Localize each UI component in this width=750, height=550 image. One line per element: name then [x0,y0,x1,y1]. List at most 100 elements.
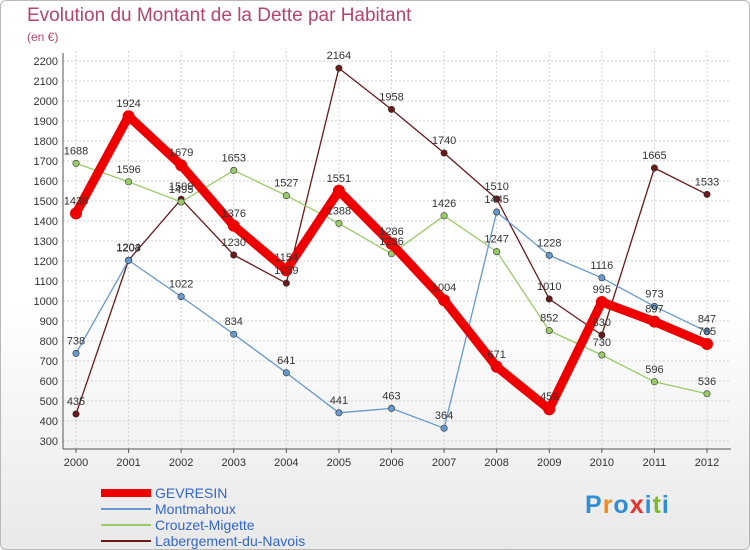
data-label-labergement-du-navois: 435 [67,396,85,408]
data-label-crouzet-migette: 1688 [64,145,88,157]
data-point-gevresin [543,403,556,416]
y-tick-label: 2200 [34,56,58,68]
y-tick-label: 1500 [34,196,58,208]
data-label-crouzet-migette: 536 [698,376,716,388]
legend-swatch-gevresin [101,489,151,497]
legend-label: Crouzet-Migette [155,517,255,533]
y-tick-label: 1100 [34,276,58,288]
data-label-gevresin: 995 [593,284,611,296]
legend-label: GEVRESIN [155,485,228,501]
x-tick-label: 2000 [64,457,88,469]
data-point-gevresin [122,110,135,123]
data-point-crouzet-migette [598,351,606,359]
logo-letter: i [661,491,670,519]
data-label-crouzet-migette: 1527 [274,178,298,190]
data-point-labergement-du-navois [387,105,395,113]
data-label-montmahoux: 973 [645,288,663,300]
data-point-crouzet-migette [545,327,553,335]
data-point-gevresin [648,315,661,328]
grid-lines [63,51,731,449]
y-tick-label: 1400 [34,216,58,228]
data-label-labergement-du-navois: 1533 [695,176,719,188]
legend-label: Montmahoux [155,501,236,517]
y-tick-label: 800 [40,336,58,348]
x-tick-label: 2003 [222,457,246,469]
data-labels: 435 1204 1509 1230 1089 2164 1958 1740 151010108… [64,50,719,422]
data-label-labergement-du-navois: 1510 [484,181,508,193]
logo-letter: t [652,491,662,519]
data-point-labergement-du-navois [493,195,501,203]
data-point-crouzet-migette [177,198,185,206]
data-point-gevresin [175,159,188,172]
data-label-gevresin: 1286 [379,226,403,238]
data-label-gevresin: 785 [698,326,716,338]
x-tick-label: 2002 [169,457,193,469]
data-point-crouzet-migette [650,378,658,386]
data-label-crouzet-migette: 1495 [169,184,193,196]
data-point-crouzet-migette [282,192,290,200]
data-point-montmahoux [493,208,501,216]
data-point-montmahoux [230,330,238,338]
data-label-crouzet-migette: 852 [540,313,558,325]
data-point-gevresin [490,360,503,373]
legend-label: Labergement-du-Navois [155,533,306,549]
data-label-montmahoux: 1228 [537,237,561,249]
data-label-gevresin: 1154 [275,252,299,264]
logo-letter: P [585,491,603,519]
data-label-crouzet-migette: 1653 [222,152,246,164]
y-tick-label: 500 [40,396,58,408]
x-tick-label: 2001 [116,457,140,469]
legend-swatch-crouzet-migette [101,524,151,526]
data-label-montmahoux: 441 [330,395,348,407]
data-label-montmahoux: 364 [435,410,453,422]
chart-subtitle: (en €) [27,30,59,44]
legend-swatch-labergement-du-navois [101,540,151,542]
data-label-labergement-du-navois: 1089 [274,265,298,277]
data-label-gevresin: 897 [645,304,663,316]
data-point-gevresin [332,184,345,197]
data-point-labergement-du-navois [282,279,290,287]
data-label-gevresin: 1924 [116,98,140,110]
data-label-gevresin: 1679 [169,147,193,159]
data-point-montmahoux [282,369,290,377]
data-point-montmahoux [177,293,185,301]
data-point-crouzet-migette [703,390,711,398]
data-label-crouzet-migette: 596 [645,364,663,376]
x-tick-label: 2006 [379,457,403,469]
data-point-labergement-du-navois [335,64,343,72]
y-tick-label: 1600 [34,176,58,188]
data-label-montmahoux: 1022 [169,279,193,291]
data-point-labergement-du-navois [440,149,448,157]
axes: 300 400 500 600 700 800 900 1000 1100 1200 1300 140… [34,53,731,469]
x-tick-label: 2004 [274,457,298,469]
data-point-montmahoux [545,251,553,259]
data-label-gevresin: 1551 [327,173,351,185]
data-label-crouzet-migette: 1388 [327,205,351,217]
data-label-crouzet-migette: 1247 [484,234,508,246]
data-point-gevresin [595,296,608,308]
data-point-crouzet-migette [72,159,80,167]
y-tick-label: 1900 [34,116,58,128]
y-tick-label: 1700 [34,156,58,168]
x-tick-label: 2008 [484,457,508,469]
data-point-labergement-du-navois [598,331,606,339]
data-label-labergement-du-navois: 1230 [222,237,246,249]
series-lines [70,64,713,432]
x-tick-label: 2005 [327,457,351,469]
data-point-gevresin [385,237,398,250]
data-point-montmahoux [125,256,133,264]
x-tick-label: 2009 [537,457,561,469]
x-tick-label: 2012 [695,457,719,469]
proxiti-logo: Proxiti [585,491,670,520]
data-point-gevresin [280,264,293,277]
data-point-montmahoux [72,349,80,357]
y-tick-label: 1800 [34,136,58,148]
y-tick-label: 1200 [34,256,58,268]
data-label-crouzet-migette: 1236 [379,236,403,248]
data-point-crouzet-migette [440,212,448,220]
logo-letter: o [613,491,630,519]
data-point-montmahoux [703,328,711,336]
data-label-labergement-du-navois: 1010 [537,281,561,293]
data-point-labergement-du-navois [230,251,238,259]
